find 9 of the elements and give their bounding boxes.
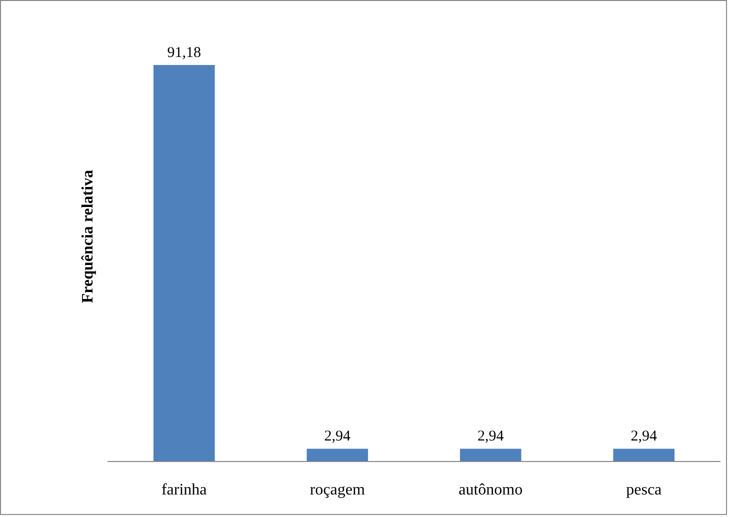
x-tick-label: autônomo: [458, 482, 523, 498]
data-label: 2,94: [478, 428, 504, 445]
data-label: 91,18: [167, 45, 201, 62]
data-label: 2,94: [324, 428, 351, 445]
data-label: 2,94: [630, 428, 658, 445]
y-axis-title: Frequência relativa: [80, 170, 96, 304]
x-tick-label: pesca: [626, 482, 662, 498]
x-tick-label: farinha: [161, 482, 207, 498]
x-tick-label: roçagem: [310, 482, 366, 498]
